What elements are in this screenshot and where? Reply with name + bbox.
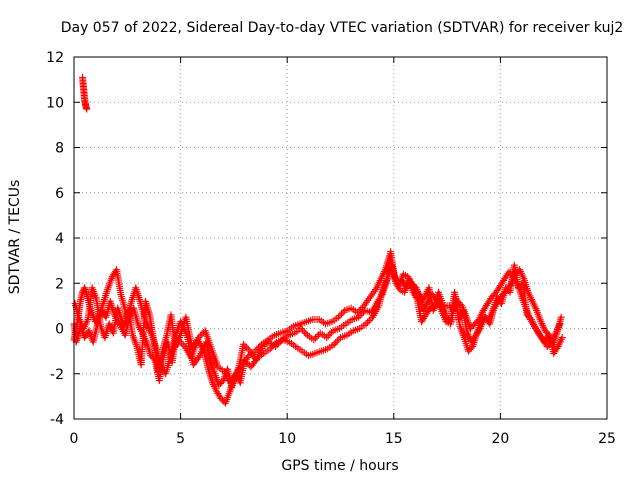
data-point — [242, 358, 250, 366]
data-point — [228, 377, 236, 385]
x-tick-label: 25 — [598, 431, 616, 447]
data-point — [300, 328, 308, 336]
y-tick-label: 6 — [55, 186, 64, 202]
data-point — [253, 345, 261, 353]
data-point — [324, 332, 332, 340]
data-point — [195, 334, 203, 342]
data-point — [244, 345, 252, 353]
data-point — [558, 334, 566, 342]
data-point — [299, 326, 307, 334]
y-tick-label: 4 — [55, 231, 64, 247]
data-point — [243, 344, 251, 352]
data-point — [230, 375, 238, 383]
data-point — [302, 330, 310, 338]
data-point — [271, 343, 279, 351]
data-point — [241, 356, 249, 364]
x-tick-label: 20 — [491, 431, 509, 447]
data-point — [338, 310, 346, 318]
data-point — [332, 339, 340, 347]
y-tick-label: 2 — [55, 276, 64, 292]
y-tick-label: 12 — [46, 50, 64, 66]
chart-title: Day 057 of 2022, Sidereal Day-to-day VTE… — [61, 20, 624, 36]
x-tick-label: 10 — [278, 431, 296, 447]
data-point — [335, 335, 343, 343]
data-point — [241, 342, 249, 350]
data-point — [239, 340, 247, 348]
data-point — [198, 330, 206, 338]
data-point — [297, 325, 305, 332]
data-point — [179, 341, 187, 349]
data-point — [311, 334, 319, 342]
y-tick-label: 8 — [55, 141, 64, 157]
data-point — [227, 379, 235, 387]
axis-ticks: 0 5 10 15 20 25 -4 -2 0 2 4 6 8 10 12 — [46, 50, 616, 447]
data-point — [364, 318, 372, 326]
x-tick-label: 5 — [176, 431, 185, 447]
data-points — [70, 73, 566, 407]
data-point — [334, 313, 342, 321]
data-point — [356, 311, 364, 319]
y-tick-label: 10 — [46, 95, 64, 111]
data-point — [475, 326, 483, 334]
data-point — [330, 340, 338, 348]
data-point — [355, 313, 363, 321]
data-point — [339, 308, 347, 316]
data-point — [276, 338, 284, 346]
y-tick-label: 0 — [55, 322, 64, 338]
data-point — [266, 345, 274, 353]
y-tick-label: -4 — [50, 412, 64, 428]
x-axis-label: GPS time / hours — [281, 458, 398, 474]
data-point — [273, 341, 281, 349]
data-point — [358, 310, 366, 318]
x-tick-label: 15 — [385, 431, 403, 447]
data-point — [362, 320, 370, 328]
data-point — [326, 330, 334, 338]
y-axis-label: SDTVAR / TECUs — [7, 180, 23, 295]
data-point — [83, 105, 91, 113]
data-point — [557, 313, 565, 321]
data-point — [367, 315, 375, 323]
x-tick-label: 0 — [70, 431, 79, 447]
data-point — [275, 339, 283, 347]
data-point — [336, 311, 344, 319]
y-tick-label: -2 — [50, 367, 64, 383]
data-point — [365, 317, 373, 325]
data-point — [327, 328, 335, 336]
data-point — [196, 332, 204, 340]
data-point — [310, 336, 318, 344]
data-point — [323, 334, 331, 342]
data-point — [359, 308, 367, 316]
data-point — [377, 292, 385, 300]
data-point — [231, 374, 239, 382]
data-point — [333, 337, 341, 345]
data-point — [553, 344, 561, 352]
data-point — [313, 332, 321, 340]
plot-area-border — [73, 56, 608, 420]
